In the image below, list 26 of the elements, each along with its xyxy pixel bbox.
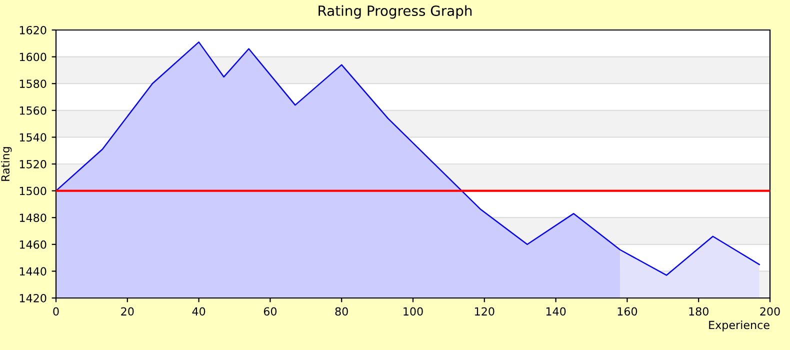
x-tick-label: 140: [546, 307, 566, 316]
chart-title: Rating Progress Graph: [318, 5, 472, 19]
x-tick-label: 100: [404, 307, 423, 316]
x-tick-label: 60: [264, 307, 277, 316]
x-tick-label: 200: [760, 307, 780, 316]
y-tick-label: 1520: [20, 160, 46, 168]
x-tick-label: 40: [192, 307, 206, 316]
y-tick-label: 1460: [20, 240, 46, 249]
y-axis-title: Rating: [0, 147, 12, 181]
x-axis-title: Experience: [709, 320, 770, 332]
y-tick-label: 1620: [20, 26, 46, 34]
x-tick-label: 160: [618, 307, 638, 316]
x-tick-label: 180: [689, 307, 708, 316]
x-tick-label: 80: [335, 307, 348, 316]
y-tick-label: 1440: [20, 267, 46, 276]
y-tick-label: 1600: [20, 52, 46, 62]
y-tick-label: 1540: [20, 133, 46, 142]
x-tick-label: 20: [121, 307, 134, 316]
line-series: [56, 41, 760, 276]
y-tick-label: 1580: [20, 80, 46, 88]
y-tick-label: 1420: [20, 294, 46, 302]
x-tick-label: 0: [53, 307, 59, 316]
y-tick-label: 1480: [20, 214, 46, 222]
x-tick-label: 120: [475, 307, 494, 316]
y-tick-label: 1500: [20, 186, 46, 196]
y-tick-label: 1560: [20, 106, 46, 115]
